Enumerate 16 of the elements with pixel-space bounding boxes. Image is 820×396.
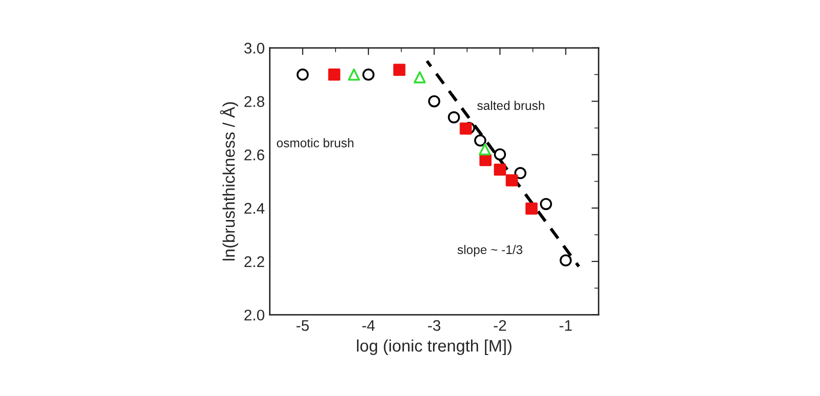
x-tick-label: -2 xyxy=(494,320,506,331)
x-axis-title: log (ionic trength [M]) xyxy=(357,339,512,356)
y-tick-label: 2.4 xyxy=(244,202,264,214)
y-tick-label: 2.2 xyxy=(244,256,264,267)
y-tick-label: 2.6 xyxy=(244,150,264,160)
x-tick-label: -4 xyxy=(362,320,375,331)
y-axis-title: ln(brushthickness / Å) xyxy=(220,102,238,260)
y-tick-label: 3.0 xyxy=(244,42,264,54)
annotation: osmotic brush xyxy=(276,138,354,148)
x-tick-label: -1 xyxy=(560,320,572,331)
x-tick-label: -3 xyxy=(428,320,440,331)
y-tick-label: 2.8 xyxy=(244,96,264,107)
y-tick-label: 2.0 xyxy=(244,310,264,321)
annotation: salted brush xyxy=(477,100,544,110)
annotation: slope ~ -1/3 xyxy=(458,244,522,257)
x-tick-label: -5 xyxy=(296,320,309,331)
